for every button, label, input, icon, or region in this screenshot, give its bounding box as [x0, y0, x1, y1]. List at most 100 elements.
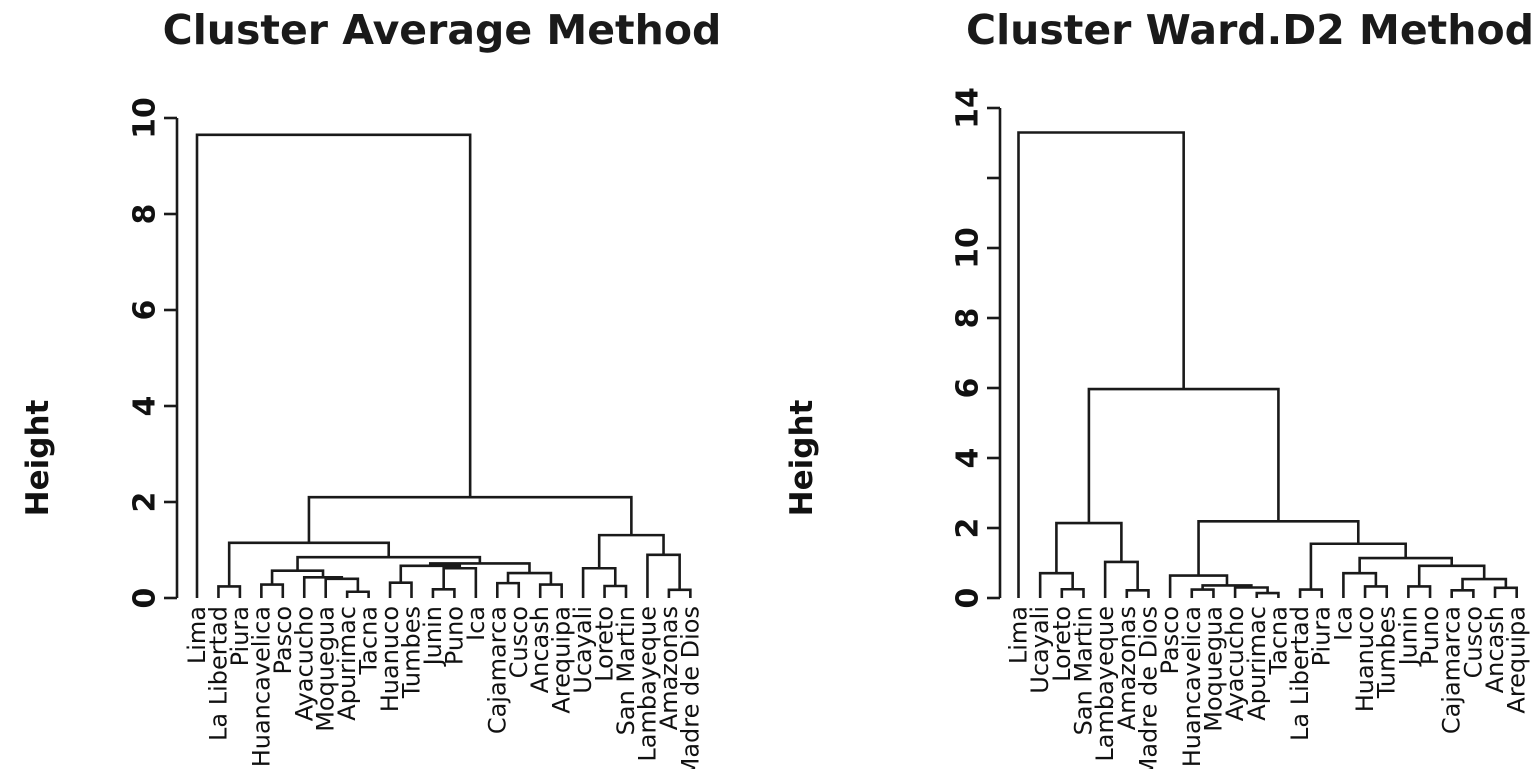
cluster-link: [431, 588, 456, 598]
leaf-label: Apurimac: [1243, 606, 1271, 721]
cluster-link: [538, 583, 563, 598]
leaf-label: Huancavelica: [1178, 606, 1206, 767]
leaf-label: Huanuco: [376, 606, 404, 712]
y-tick-label: 6: [951, 378, 986, 399]
y-tick-label: 10: [951, 227, 986, 269]
cluster-link: [597, 533, 665, 569]
y-tick-label: 4: [128, 396, 163, 417]
leaf-label: Ayacucho: [290, 606, 318, 721]
cluster-link: [260, 583, 285, 598]
leaf-label: Junin: [419, 606, 447, 667]
y-tick-label: 2: [951, 518, 986, 539]
left-plot-title: Cluster Average Method: [162, 6, 722, 54]
leaf-label: La Libertad: [204, 606, 232, 741]
leaf-label: Piura: [226, 606, 254, 666]
cluster-link: [1017, 131, 1185, 598]
y-tick-label: 2: [128, 492, 163, 513]
leaf-label: Arequipa: [548, 606, 576, 714]
leaf-label: Loreto: [1048, 606, 1076, 682]
right-plot-title: Cluster Ward.D2 Method: [966, 6, 1534, 54]
cluster-link: [1255, 591, 1280, 598]
leaf-label: Arequipa: [1503, 606, 1531, 714]
cluster-link: [1103, 560, 1139, 598]
cluster-link: [1190, 588, 1215, 598]
leaf-label: San Martin: [612, 606, 640, 735]
cluster-link: [1309, 542, 1407, 590]
leaf-label: Moquegua: [312, 606, 340, 732]
leaf-label: Tumbes: [1373, 606, 1401, 699]
leaf-label: La Libertad: [1286, 606, 1314, 741]
cluster-link: [1060, 587, 1085, 598]
leaf-label: Ucayali: [569, 606, 597, 694]
leaf-label: Amazonas: [655, 606, 683, 730]
leaf-label: San Martin: [1069, 606, 1097, 735]
leaf-label: Ayacucho: [1221, 606, 1249, 721]
y-tick-label: 4: [951, 448, 986, 469]
leaf-label: Ica: [1329, 606, 1357, 641]
leaf-label: Lima: [183, 606, 211, 664]
cluster-link: [1450, 589, 1475, 598]
leaf-label: Cajamarca: [483, 606, 511, 734]
leaf-label: Cajamarca: [1438, 606, 1466, 734]
cluster-link: [581, 566, 617, 598]
leaf-label: Ica: [462, 606, 490, 641]
cluster-link: [1417, 564, 1486, 587]
cluster-link: [1125, 589, 1150, 598]
cluster-link: [345, 590, 370, 598]
leaf-label: Huancavelica: [247, 606, 275, 767]
cluster-link: [302, 576, 344, 598]
cluster-link: [227, 541, 391, 587]
cluster-link: [1168, 574, 1229, 598]
cluster-link: [1038, 571, 1074, 598]
cluster-link: [324, 577, 360, 598]
leaf-label: Lambayeque: [633, 606, 661, 762]
y-tick-label: 0: [951, 588, 986, 609]
cluster-link: [1055, 521, 1123, 574]
leaf-label: Puno: [440, 606, 468, 665]
leaf-label: Tacna: [1264, 606, 1292, 676]
cluster-link: [1197, 520, 1360, 576]
leaf-label: Ancash: [1481, 606, 1509, 693]
leaf-label: Tacna: [355, 606, 383, 676]
leaf-label: Pasco: [1156, 606, 1184, 674]
cluster-link: [1363, 585, 1389, 598]
cluster-link: [496, 581, 521, 598]
leaf-label: Tumbes: [398, 606, 426, 699]
cluster-link: [667, 588, 692, 598]
cluster-link: [603, 584, 628, 598]
leaf-label: Loreto: [591, 606, 619, 682]
y-tick-label: 10: [128, 97, 163, 139]
cluster-link: [195, 133, 472, 598]
leaf-label: Cusco: [505, 606, 533, 678]
cluster-link: [646, 553, 681, 598]
cluster-link: [1087, 387, 1280, 524]
leaf-label: Cusco: [1459, 606, 1487, 678]
y-tick-label: 6: [128, 300, 163, 321]
y-tick-label: 8: [128, 204, 163, 225]
leaf-label: Ucayali: [1026, 606, 1054, 694]
y-tick-label: 0: [128, 588, 163, 609]
leaf-label: Puno: [1416, 606, 1444, 665]
leaf-label: Piura: [1308, 606, 1336, 666]
cluster-link: [1407, 585, 1432, 598]
cluster-link: [388, 581, 413, 598]
leaf-label: Pasco: [269, 606, 297, 674]
leaf-label: Amazonas: [1113, 606, 1141, 730]
leaf-label: Moquegua: [1199, 606, 1227, 732]
leaf-label: Huanuco: [1351, 606, 1379, 712]
cluster-link: [1298, 588, 1324, 598]
y-tick-label: 8: [951, 308, 986, 329]
cluster-link: [442, 566, 478, 598]
cluster-link: [1493, 586, 1518, 598]
leaf-label: Madre de Dios: [676, 606, 704, 769]
leaf-label: Apurimac: [333, 606, 361, 721]
y-tick-label: 14: [951, 87, 986, 129]
leaf-label: Lambayeque: [1091, 606, 1119, 762]
cluster-link: [217, 585, 242, 598]
leaf-label: Junin: [1394, 606, 1422, 667]
leaf-label: Lima: [1005, 606, 1033, 664]
cluster-link: [307, 495, 633, 543]
leaf-label: Ancash: [526, 606, 554, 693]
